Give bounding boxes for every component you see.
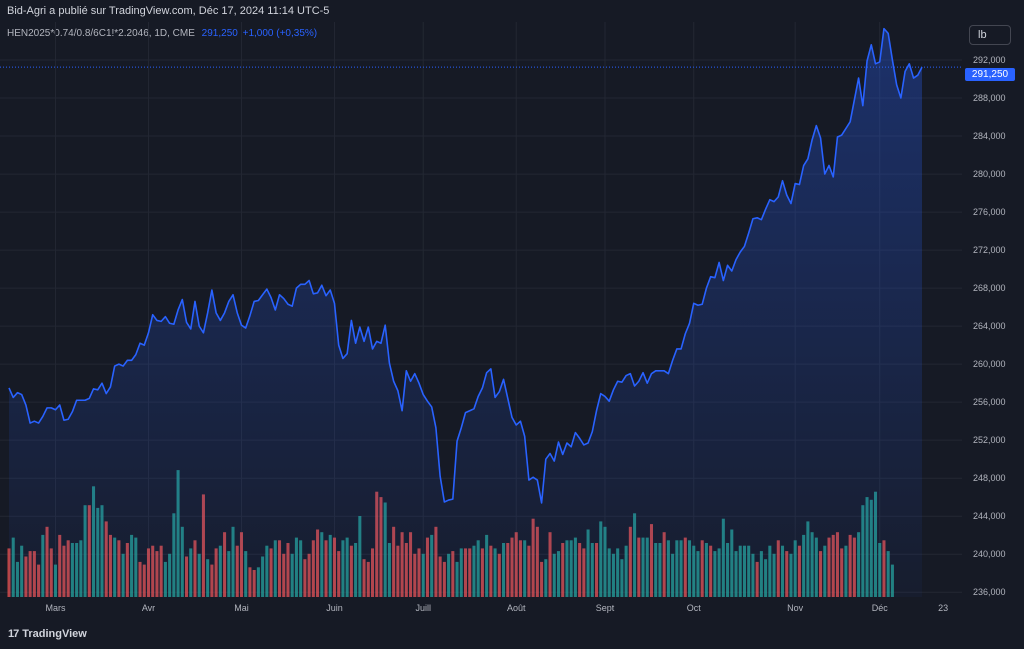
x-tick-label: Sept — [596, 603, 615, 613]
y-axis[interactable]: 236,000 240,000 244,000 248,000 252,000 256,0… — [973, 55, 1006, 597]
last-price-tag: 291,250 — [965, 68, 1015, 81]
unit-button[interactable]: lb — [969, 25, 1011, 45]
x-tick-label: Juill — [415, 603, 431, 613]
y-tick-label: 284,000 — [973, 131, 1006, 141]
y-tick-label: 264,000 — [973, 321, 1006, 331]
symbol-name[interactable]: HEN2025*0.74/0.8/6C1!*2.2046, 1D, CME — [7, 28, 195, 39]
price-line — [8, 27, 923, 504]
y-tick-label: 236,000 — [973, 587, 1006, 597]
x-tick-label: Oct — [687, 603, 702, 613]
y-tick-label: 272,000 — [973, 245, 1006, 255]
x-tick-label: Déc — [872, 603, 889, 613]
y-tick-label: 260,000 — [973, 359, 1006, 369]
x-tick-label: Mai — [234, 603, 249, 613]
x-tick-label: Mars — [45, 603, 65, 613]
y-tick-label: 288,000 — [973, 93, 1006, 103]
y-tick-label: 292,000 — [973, 55, 1006, 65]
y-tick-label: 276,000 — [973, 207, 1006, 217]
x-axis[interactable]: Mars Avr Mai Juin Juill Août Sept Oct Nov Déc 23 — [45, 603, 948, 613]
brand-name: TradingView — [22, 628, 87, 640]
y-tick-label: 252,000 — [973, 435, 1006, 445]
y-tick-label: 268,000 — [973, 283, 1006, 293]
symbol-legend: HEN2025*0.74/0.8/6C1!*2.2046, 1D, CME 29… — [7, 28, 317, 39]
y-tick-label: 240,000 — [973, 549, 1006, 559]
y-tick-label: 280,000 — [973, 169, 1006, 179]
tradingview-logo-icon: 17 — [8, 628, 19, 640]
x-tick-label: Août — [507, 603, 526, 613]
price-area — [9, 28, 922, 597]
tradingview-brand[interactable]: 17 TradingView — [8, 628, 87, 640]
y-tick-label: 256,000 — [973, 397, 1006, 407]
publisher-line: Bid-Agri a publié sur TradingView.com, D… — [7, 5, 330, 17]
x-tick-label: Juin — [326, 603, 343, 613]
y-tick-label: 248,000 — [973, 473, 1006, 483]
price-change: +1,000 (+0,35%) — [242, 28, 318, 39]
y-tick-label: 244,000 — [973, 511, 1006, 521]
x-tick-label: 23 — [938, 603, 948, 613]
last-value: 291,250 — [201, 28, 238, 39]
x-tick-label: Nov — [787, 603, 804, 613]
x-tick-label: Avr — [142, 603, 155, 613]
